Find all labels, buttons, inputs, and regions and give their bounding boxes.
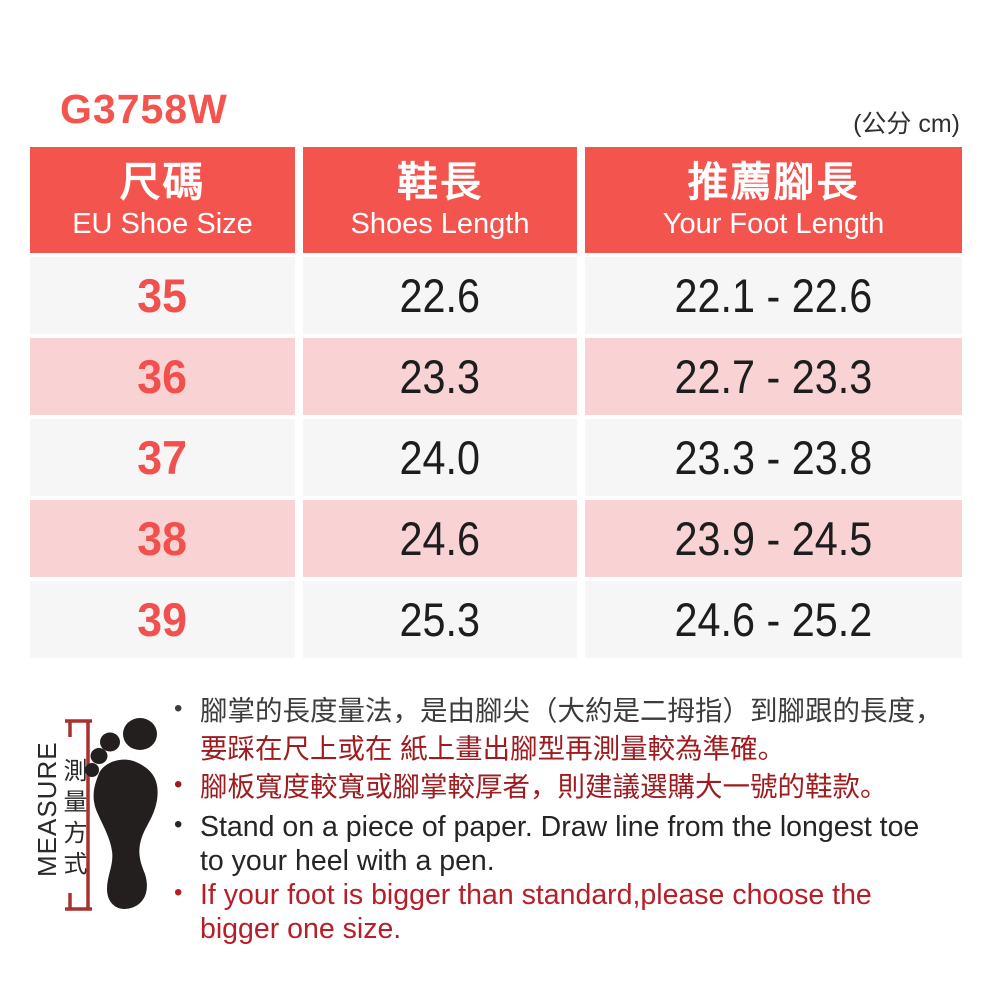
column-header-zh: 尺碼 [119, 158, 206, 205]
foot-length-value: 22.7 - 23.3 [674, 350, 873, 403]
size-table: 尺碼 EU Shoe Size 鞋長 Shoes Length 推薦腳長 You… [30, 147, 962, 658]
table-cell-foot-length: 23.9 - 24.5 [585, 500, 962, 577]
measure-art [65, 718, 158, 911]
table-cell-foot-length: 23.3 - 23.8 [585, 419, 962, 496]
column-header-shoes-length: 鞋長 Shoes Length [303, 147, 577, 253]
note-line: If your foot is bigger than standard,ple… [174, 876, 980, 912]
table-cell-size: 36 [30, 338, 295, 415]
table-cell-shoe-length: 22.6 [303, 257, 577, 334]
table-cell-size: 38 [30, 500, 295, 577]
shoe-length-value: 24.6 [399, 512, 481, 565]
foot-length-value: 22.1 - 22.6 [674, 269, 873, 322]
table-cell-shoe-length: 25.3 [303, 581, 577, 658]
table-cell-foot-length: 22.7 - 23.3 [585, 338, 962, 415]
footprint-icon [85, 718, 158, 909]
column-header-en: Shoes Length [350, 207, 530, 240]
note-line: 要踩在尺上或在 紙上畫出腳型再測量較為準確。 [200, 733, 786, 764]
product-code-title: G3758W [60, 86, 228, 132]
table-cell-shoe-length: 24.0 [303, 419, 577, 496]
column-header-zh: 推薦腳長 [687, 158, 860, 205]
table-cell-size: 37 [30, 419, 295, 496]
table-cell-size: 35 [30, 257, 295, 334]
measure-label-en: MEASURE [32, 741, 62, 877]
shoe-length-value: 24.0 [399, 431, 481, 484]
column-header-zh: 鞋長 [397, 158, 483, 205]
unit-note: (公分 cm) [853, 110, 960, 138]
measure-notes: 腳掌的長度量法，是由腳尖（大約是二拇指）到腳跟的長度， 要踩在尺上或在 紙上畫出… [174, 690, 980, 946]
note-line: 腳掌的長度量法，是由腳尖（大約是二拇指）到腳跟的長度， [174, 690, 980, 730]
column-header-en: Your Foot Length [662, 207, 885, 240]
size-value: 38 [137, 512, 188, 565]
foot-length-value: 24.6 - 25.2 [674, 593, 873, 646]
column-header-eu-shoe-size: 尺碼 EU Shoe Size [30, 147, 295, 253]
size-value: 39 [137, 593, 188, 646]
measure-dimension-line-icon [65, 719, 92, 911]
table-cell-shoe-length: 23.3 [303, 338, 577, 415]
table-cell-shoe-length: 24.6 [303, 500, 577, 577]
size-value: 36 [137, 350, 188, 403]
note-line: bigger one size. [200, 913, 402, 945]
note-line: Stand on a piece of paper. Draw line fro… [174, 808, 980, 844]
table-cell-size: 39 [30, 581, 295, 658]
note-line: 腳板寬度較寬或腳掌較厚者，則建議選購大一號的鞋款。 [174, 766, 980, 806]
shoe-length-value: 22.6 [399, 269, 481, 322]
foot-length-value: 23.9 - 24.5 [674, 512, 873, 565]
table-cell-foot-length: 24.6 - 25.2 [585, 581, 962, 658]
shoe-length-value: 23.3 [399, 350, 481, 403]
note-line: to your heel with a pen. [200, 845, 495, 877]
size-value: 37 [137, 431, 188, 484]
table-cell-foot-length: 22.1 - 22.6 [585, 257, 962, 334]
measure-label-zh: 測量方式 [59, 758, 86, 882]
shoe-length-value: 25.3 [399, 593, 481, 646]
column-header-foot-length: 推薦腳長 Your Foot Length [585, 147, 962, 253]
foot-length-value: 23.3 - 23.8 [674, 431, 873, 484]
column-header-en: EU Shoe Size [72, 207, 253, 240]
size-value: 35 [137, 269, 188, 322]
